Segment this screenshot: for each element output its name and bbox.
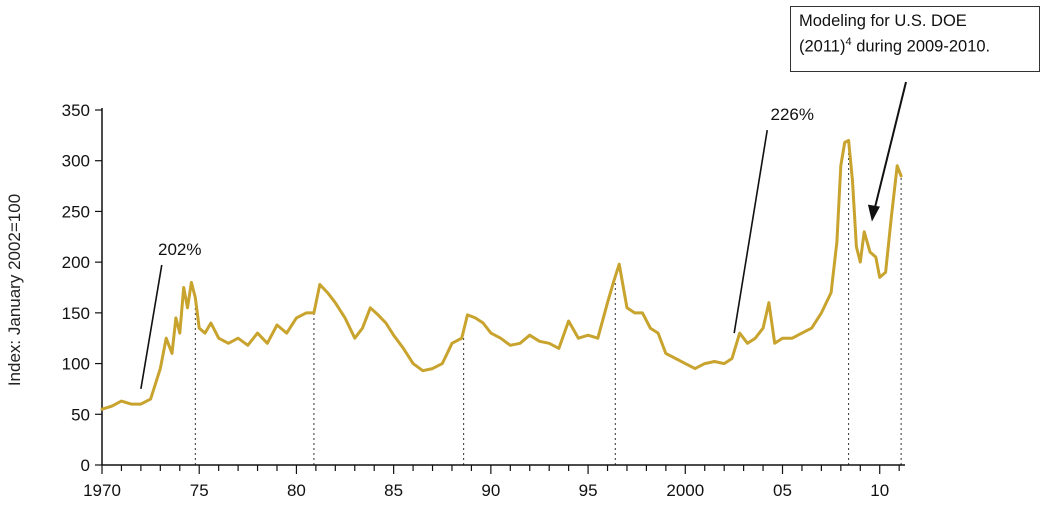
note-citation: (2011) [799,37,846,56]
y-tick-label: 200 [62,253,90,272]
annotation-label: 226% [770,105,813,124]
y-tick-label: 250 [62,202,90,221]
annotation-note-box: Modeling for U.S. DOE (2011)4 during 200… [790,6,1040,72]
axes: 0 50 100 150 200 250 300 350 1970 75 80 85 90 95 2000 0… [62,101,905,500]
note-line-2: (2011)4 during 2009-2010. [799,32,1031,58]
series-line [100,138,903,411]
x-tick-label: 1970 [83,481,121,500]
note-footnote-ref: 4 [845,36,852,48]
y-axis-title: Index: January 2002=100 [5,194,24,386]
note-arrow-head [867,204,880,222]
x-tick-label: 95 [579,481,598,500]
x-tick-label: 2000 [666,481,704,500]
y-tick-label: 0 [81,456,90,475]
y-tick-label: 50 [71,405,90,424]
note-arrow-shaft [873,81,907,208]
event-marker-lines [194,140,902,465]
x-tick-label: 05 [773,481,792,500]
x-tick-label: 75 [190,481,209,500]
x-tick-label: 90 [481,481,500,500]
annotation-arrows [140,81,907,390]
annotation-pointer-226 [733,130,769,334]
series-group [100,138,903,411]
x-tick-label: 85 [384,481,403,500]
annotation-pointer-202 [140,264,163,390]
y-tick-label: 150 [62,304,90,323]
x-tick-label: 10 [870,481,889,500]
x-tick-label: 80 [287,481,306,500]
annotations: 202% 226% [158,105,814,259]
y-tick-label: 300 [62,152,90,171]
note-period: during 2009-2010. [851,37,991,56]
annotation-label: 202% [158,240,201,259]
note-line-1: Modeling for U.S. DOE [799,12,967,30]
y-tick-label: 100 [62,355,90,374]
y-tick-label: 350 [62,101,90,120]
